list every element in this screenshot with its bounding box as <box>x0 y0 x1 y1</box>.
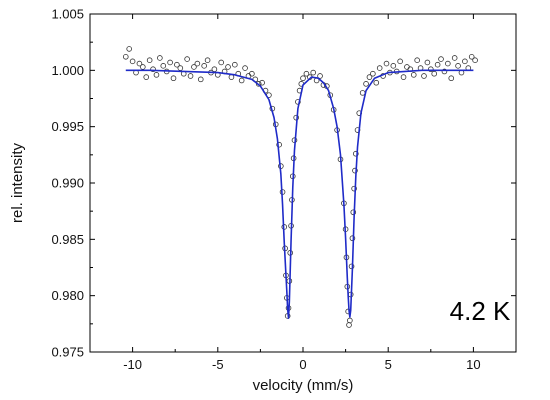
data-point <box>448 75 455 82</box>
data-point <box>122 54 129 60</box>
y-tick-label: 0.975 <box>51 345 84 360</box>
data-point <box>295 99 301 105</box>
x-tick-label: 5 <box>385 357 392 372</box>
y-tick-label: 0.990 <box>51 176 84 191</box>
data-point <box>438 56 444 62</box>
data-point <box>249 70 255 77</box>
data-point <box>445 60 451 67</box>
data-point <box>242 65 248 71</box>
data-point <box>194 60 201 67</box>
data-point <box>351 185 357 192</box>
data-point <box>455 63 461 69</box>
data-point <box>363 81 369 87</box>
data-point <box>424 59 431 66</box>
data-point <box>300 75 306 82</box>
data-points <box>122 46 478 328</box>
data-point <box>153 72 160 78</box>
data-point <box>303 70 310 77</box>
data-point <box>414 57 420 63</box>
data-point <box>349 235 356 242</box>
y-axis: 0.975 0.980 0.985 0.990 0.995 1.000 1.005 <box>51 7 516 360</box>
data-point <box>150 66 156 73</box>
y-tick-label: 0.985 <box>51 232 84 247</box>
data-point <box>410 72 417 78</box>
data-point <box>404 64 410 70</box>
data-point <box>310 69 317 76</box>
data-point <box>359 90 366 96</box>
data-point <box>317 73 323 79</box>
temperature-annotation: 4.2 K <box>450 296 511 326</box>
data-point <box>167 59 173 66</box>
data-point <box>421 73 427 79</box>
y-tick-label: 1.005 <box>51 7 84 22</box>
data-point <box>187 73 194 79</box>
data-point <box>129 58 136 65</box>
data-point <box>353 150 359 157</box>
data-point <box>352 167 358 174</box>
data-point <box>126 46 132 52</box>
data-point <box>276 141 282 148</box>
data-point <box>441 68 448 75</box>
data-point <box>259 79 265 86</box>
data-point <box>238 77 245 84</box>
data-point <box>427 66 434 73</box>
data-point <box>143 74 150 80</box>
data-point <box>211 66 218 73</box>
data-point <box>373 79 380 86</box>
data-point <box>397 58 403 65</box>
y-axis-title: rel. intensity <box>9 142 26 223</box>
data-point <box>225 64 231 70</box>
x-tick-label: -10 <box>123 357 142 372</box>
x-axis: -10 -5 0 5 10 <box>89 14 517 372</box>
data-point <box>140 64 146 70</box>
data-point <box>146 57 153 63</box>
data-point <box>218 59 225 66</box>
y-tick-label: 1.000 <box>51 63 84 78</box>
data-point <box>451 55 458 61</box>
data-point <box>376 65 383 71</box>
data-point <box>177 65 184 71</box>
x-tick-label: 0 <box>299 357 306 372</box>
y-tick-label: 0.980 <box>51 288 84 303</box>
data-point <box>174 61 180 68</box>
data-point <box>350 209 357 216</box>
data-point <box>201 63 207 69</box>
data-point <box>366 74 373 80</box>
data-point <box>390 63 397 69</box>
data-point <box>197 76 204 83</box>
data-point <box>157 55 163 61</box>
fit-layer <box>125 69 474 320</box>
data-point <box>431 70 438 77</box>
data-point <box>160 63 167 69</box>
data-point <box>462 58 468 65</box>
data-point <box>370 70 376 77</box>
data-point <box>232 61 238 68</box>
x-tick-label: 10 <box>466 357 480 372</box>
data-point <box>346 322 352 328</box>
data-point <box>347 317 353 324</box>
data-point <box>348 263 355 270</box>
data-point <box>468 54 475 60</box>
data-point <box>136 60 143 67</box>
y-tick-label: 0.995 <box>51 119 84 134</box>
x-tick-label: -5 <box>212 357 224 372</box>
data-point <box>472 57 478 63</box>
fit-curve <box>125 69 474 320</box>
data-point <box>383 60 390 67</box>
data-point <box>400 74 407 80</box>
data-point <box>170 75 177 82</box>
data-point <box>184 56 190 62</box>
x-axis-title: velocity (mm/s) <box>253 377 354 394</box>
data-point <box>434 61 441 68</box>
data-point <box>191 64 197 70</box>
data-point <box>204 57 211 63</box>
